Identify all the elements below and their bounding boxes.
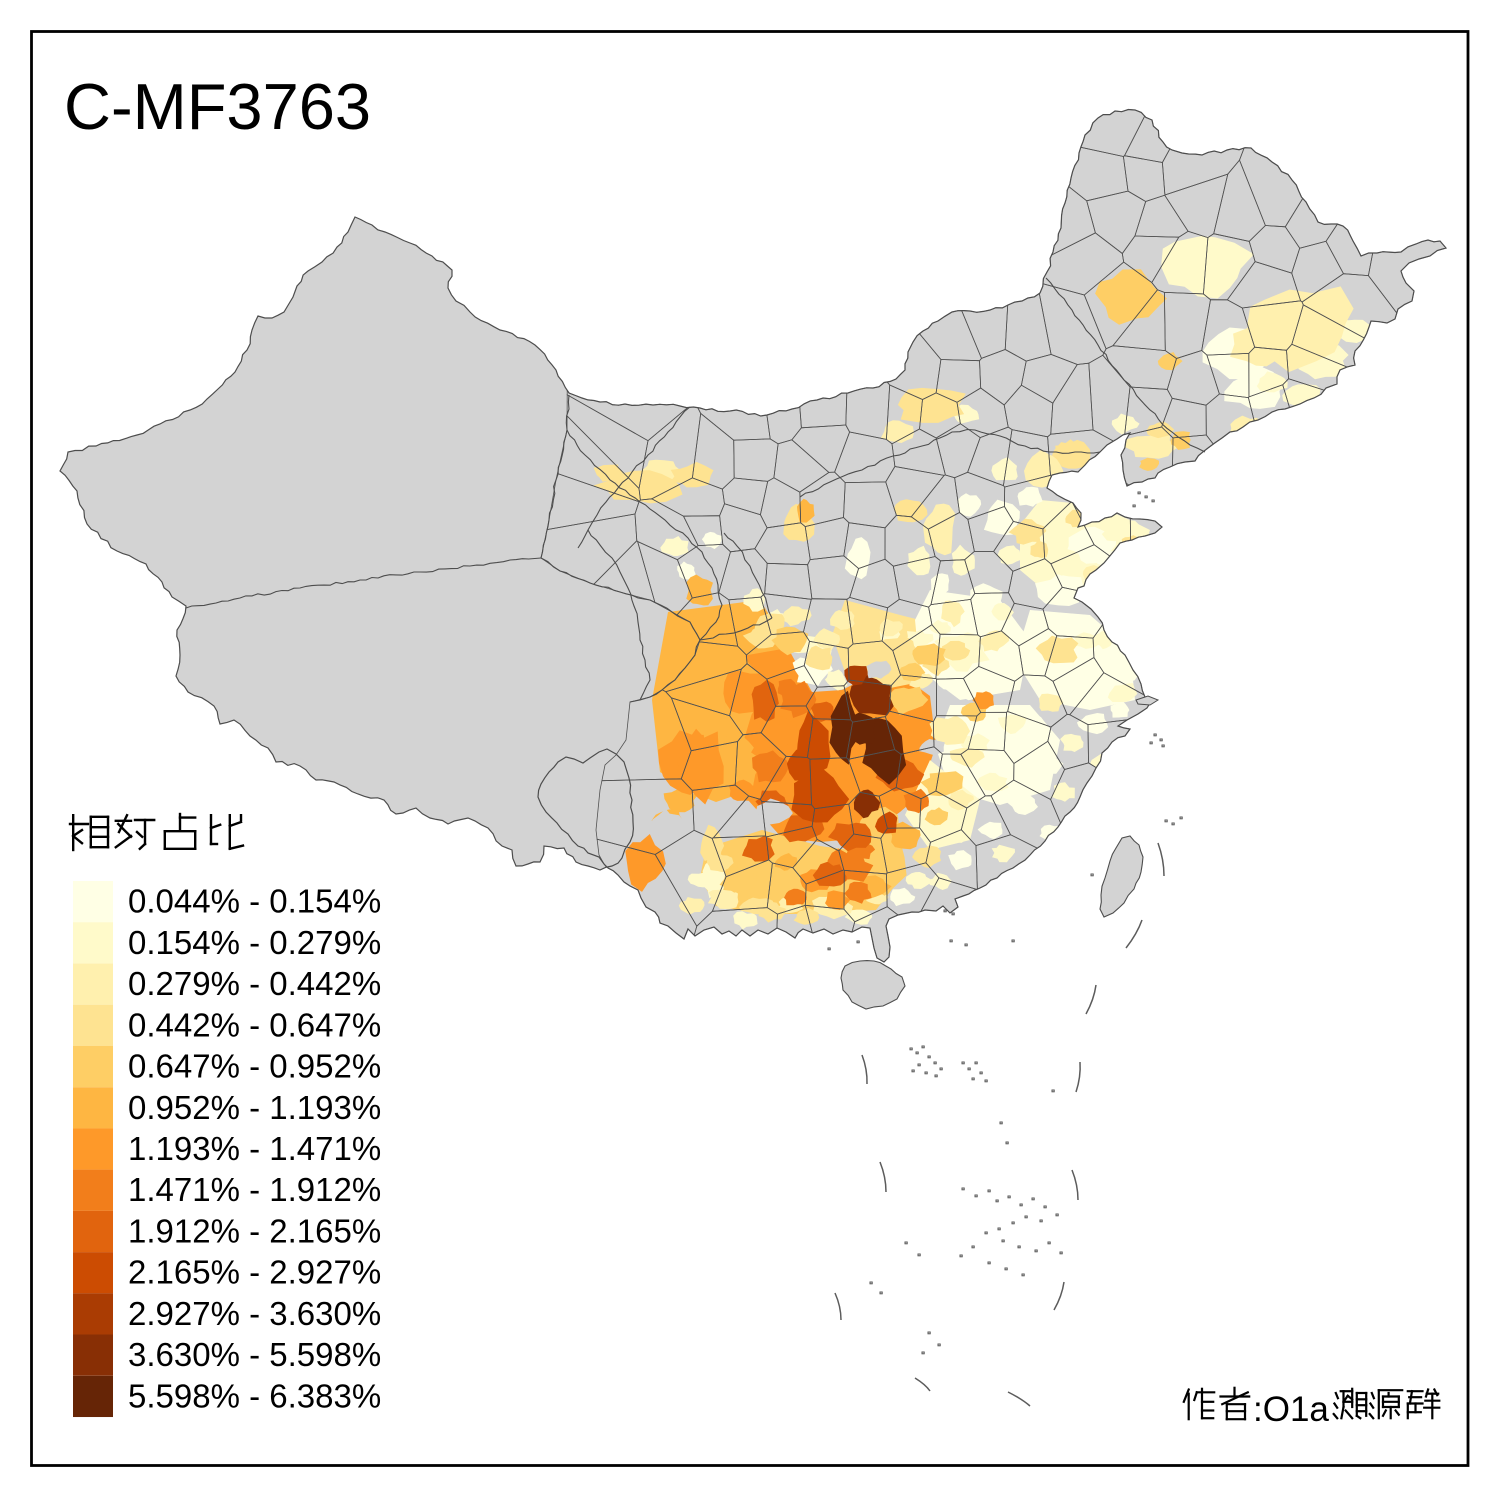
svg-text:3.630% - 5.598%: 3.630% - 5.598%	[128, 1336, 381, 1373]
svg-text::O1a: :O1a	[1253, 1390, 1329, 1429]
svg-text:5.598% - 6.383%: 5.598% - 6.383%	[128, 1377, 381, 1414]
svg-text:C-MF3763: C-MF3763	[64, 70, 371, 143]
svg-text:0.952% - 1.193%: 0.952% - 1.193%	[128, 1089, 381, 1126]
svg-text:2.165% - 2.927%: 2.165% - 2.927%	[128, 1254, 381, 1291]
svg-text:1.912% - 2.165%: 1.912% - 2.165%	[128, 1213, 381, 1250]
svg-text:0.279% - 0.442%: 0.279% - 0.442%	[128, 965, 381, 1002]
svg-text:1.193% - 1.471%: 1.193% - 1.471%	[128, 1130, 381, 1167]
svg-text:0.154% - 0.279%: 0.154% - 0.279%	[128, 924, 381, 961]
svg-text:0.044% - 0.154%: 0.044% - 0.154%	[128, 883, 381, 920]
svg-text:2.927% - 3.630%: 2.927% - 3.630%	[128, 1295, 381, 1332]
svg-text:0.647% - 0.952%: 0.647% - 0.952%	[128, 1048, 381, 1085]
svg-text:1.471% - 1.912%: 1.471% - 1.912%	[128, 1171, 381, 1208]
svg-text:0.442% - 0.647%: 0.442% - 0.647%	[128, 1006, 381, 1043]
